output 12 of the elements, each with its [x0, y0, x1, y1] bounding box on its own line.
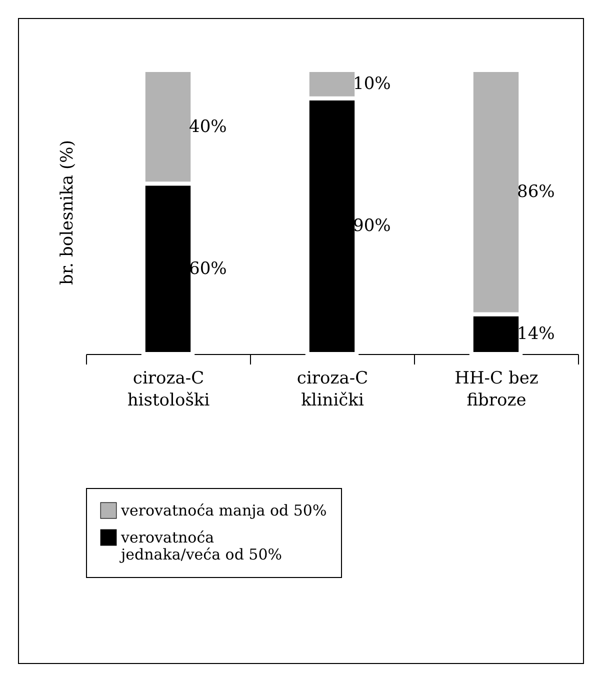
x-tick-label: HH-C bez fibroze [454, 368, 538, 410]
data-label: 10% [353, 74, 391, 94]
data-label: 90% [353, 216, 391, 236]
data-label: 14% [517, 324, 555, 344]
legend-label: verovatnoća manja od 50% [120, 502, 327, 520]
y-axis-title: br. bolesnika (%) [58, 140, 78, 285]
data-label: 60% [189, 258, 227, 279]
x-tick-label: ciroza-C histološki [127, 368, 210, 410]
x-tick-label: ciroza-C klinički [296, 368, 368, 410]
data-label: 86% [517, 182, 555, 202]
data-label: 40% [189, 116, 227, 137]
legend-label: verovatnoća jednaka/veća od 50% [119, 528, 282, 564]
